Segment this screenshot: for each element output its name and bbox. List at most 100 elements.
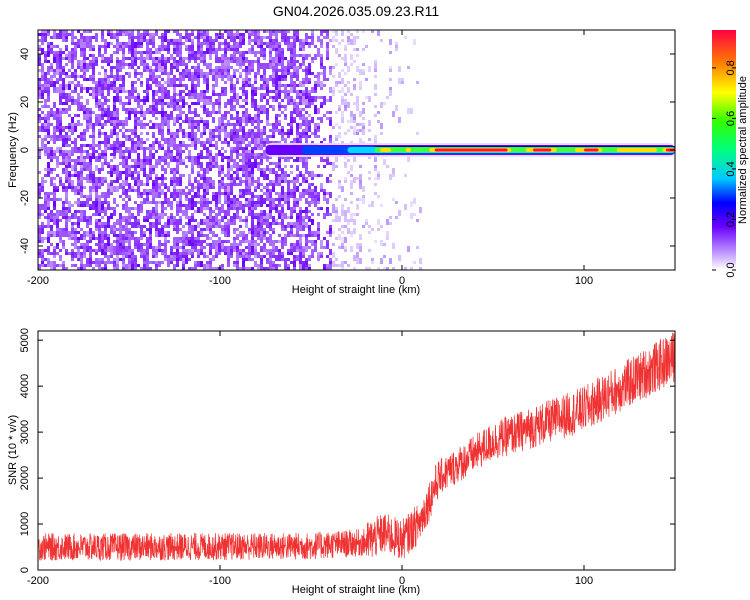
spectrogram-cell xyxy=(251,69,254,72)
spectrogram-cell xyxy=(329,231,332,237)
spectrogram-cell xyxy=(152,45,155,48)
spectrogram-cell xyxy=(296,168,299,171)
spectrogram-cell xyxy=(215,135,218,138)
spectrogram-y-tick-label: 0 xyxy=(19,147,31,153)
spectrogram-cell xyxy=(134,183,137,186)
spectrogram-cell xyxy=(305,138,308,141)
spectrogram-cell xyxy=(266,204,269,207)
spectrogram-cell xyxy=(248,189,251,195)
spectrogram-cell xyxy=(125,156,128,159)
spectrogram-cell xyxy=(206,63,209,66)
spectrogram-cell xyxy=(155,174,158,177)
spectrogram-cell xyxy=(200,45,203,51)
spectrogram-cell xyxy=(206,222,209,225)
spectrogram-cell xyxy=(278,159,281,162)
spectrogram-cell xyxy=(143,162,146,165)
spectrogram-cell xyxy=(68,135,71,138)
spectrogram-cell xyxy=(71,42,74,45)
spectrogram-cell xyxy=(317,36,320,42)
spectrogram-cell xyxy=(236,63,239,66)
spectrogram-cell xyxy=(203,213,206,216)
spectrogram-cell xyxy=(167,225,170,228)
spectrogram-cell xyxy=(197,174,200,177)
spectrogram-cell xyxy=(74,36,77,39)
spectrogram-cell xyxy=(119,75,122,81)
spectrogram-cell xyxy=(167,153,170,159)
spectrogram-cell xyxy=(119,63,122,66)
spectrogram-cell xyxy=(170,219,173,222)
spectrogram-cell xyxy=(80,45,83,48)
spectrogram-cell xyxy=(161,231,164,234)
spectrogram-cell xyxy=(68,144,71,147)
spectrogram-cell xyxy=(137,111,140,114)
spectrogram-cell xyxy=(257,129,260,132)
spectrogram-cell xyxy=(38,78,41,81)
spectrogram-cell xyxy=(296,243,299,246)
spectrogram-cell xyxy=(326,51,329,54)
spectrogram-cell xyxy=(125,201,128,207)
spectrogram-cell xyxy=(98,108,101,111)
spectrogram-cell xyxy=(98,54,101,57)
spectrogram-cell xyxy=(302,39,305,42)
spectrogram-cell xyxy=(224,183,227,186)
spectrogram-cell xyxy=(62,216,65,219)
spectrogram-cell xyxy=(254,138,257,144)
spectrogram-cell xyxy=(290,84,293,87)
spectrogram-cell xyxy=(68,162,71,168)
spectrogram-cell xyxy=(92,54,95,57)
spectrogram-cell xyxy=(305,126,308,132)
spectrogram-cell xyxy=(368,231,371,234)
spectrogram-cell xyxy=(347,264,350,267)
spectrogram-cell xyxy=(227,162,230,168)
spectrogram-cell xyxy=(134,180,137,183)
spectrogram-cell xyxy=(80,60,83,66)
spectrogram-cell xyxy=(230,159,233,162)
spectrogram-cell xyxy=(65,102,68,105)
spectrogram-cell xyxy=(263,246,266,249)
spectrogram-cell xyxy=(287,267,290,270)
spectrogram-cell xyxy=(272,63,275,66)
spectrogram-cell xyxy=(164,111,167,114)
spectrogram-cell xyxy=(344,198,347,201)
spectrogram-cell xyxy=(116,264,119,270)
spectrogram-cell xyxy=(242,63,245,66)
spectrogram-cell xyxy=(284,84,287,87)
spectrogram-cell xyxy=(173,93,176,99)
spectrogram-cell xyxy=(311,231,314,234)
spectrogram-cell xyxy=(236,114,239,117)
spectrogram-cell xyxy=(296,231,299,234)
spectrogram-cell xyxy=(47,45,50,48)
spectrogram-cell xyxy=(125,240,128,243)
spectrogram-cell xyxy=(359,129,362,132)
spectrogram-cell xyxy=(113,117,116,120)
spectrogram-cell xyxy=(125,249,128,252)
spectrogram-cell xyxy=(197,207,200,213)
spectrogram-cell xyxy=(278,177,281,183)
spectrogram-cell xyxy=(125,174,128,177)
spectrogram-cell xyxy=(146,111,149,114)
spectrogram-cell xyxy=(146,42,149,45)
spectrogram-cell xyxy=(311,72,314,75)
spectrogram-cell xyxy=(293,54,296,57)
spectrogram-cell xyxy=(77,96,80,99)
spectrogram-cell xyxy=(173,138,176,141)
spectrogram-cell xyxy=(203,147,206,150)
spectrogram-cell xyxy=(104,147,107,150)
spectrogram-cell xyxy=(83,66,86,72)
spectrogram-cell xyxy=(218,135,221,141)
spectrogram-cell xyxy=(278,240,281,243)
spectrogram-cell xyxy=(263,54,266,57)
spectrogram-cell xyxy=(152,168,155,171)
spectrogram-cell xyxy=(188,207,191,210)
spectrogram-cell xyxy=(101,234,104,240)
spectrogram-cell xyxy=(119,183,122,189)
spectrogram-cell xyxy=(170,57,173,60)
spectrogram-cell xyxy=(53,219,56,225)
spectrogram-cell xyxy=(125,108,128,111)
spectrogram-cell xyxy=(167,129,170,132)
spectrogram-cell xyxy=(200,168,203,171)
spectrogram-cell xyxy=(110,30,113,33)
spectrogram-cell xyxy=(302,219,305,225)
spectrogram-cell xyxy=(203,108,206,111)
spectrogram-x-tick-label: -200 xyxy=(27,275,49,287)
